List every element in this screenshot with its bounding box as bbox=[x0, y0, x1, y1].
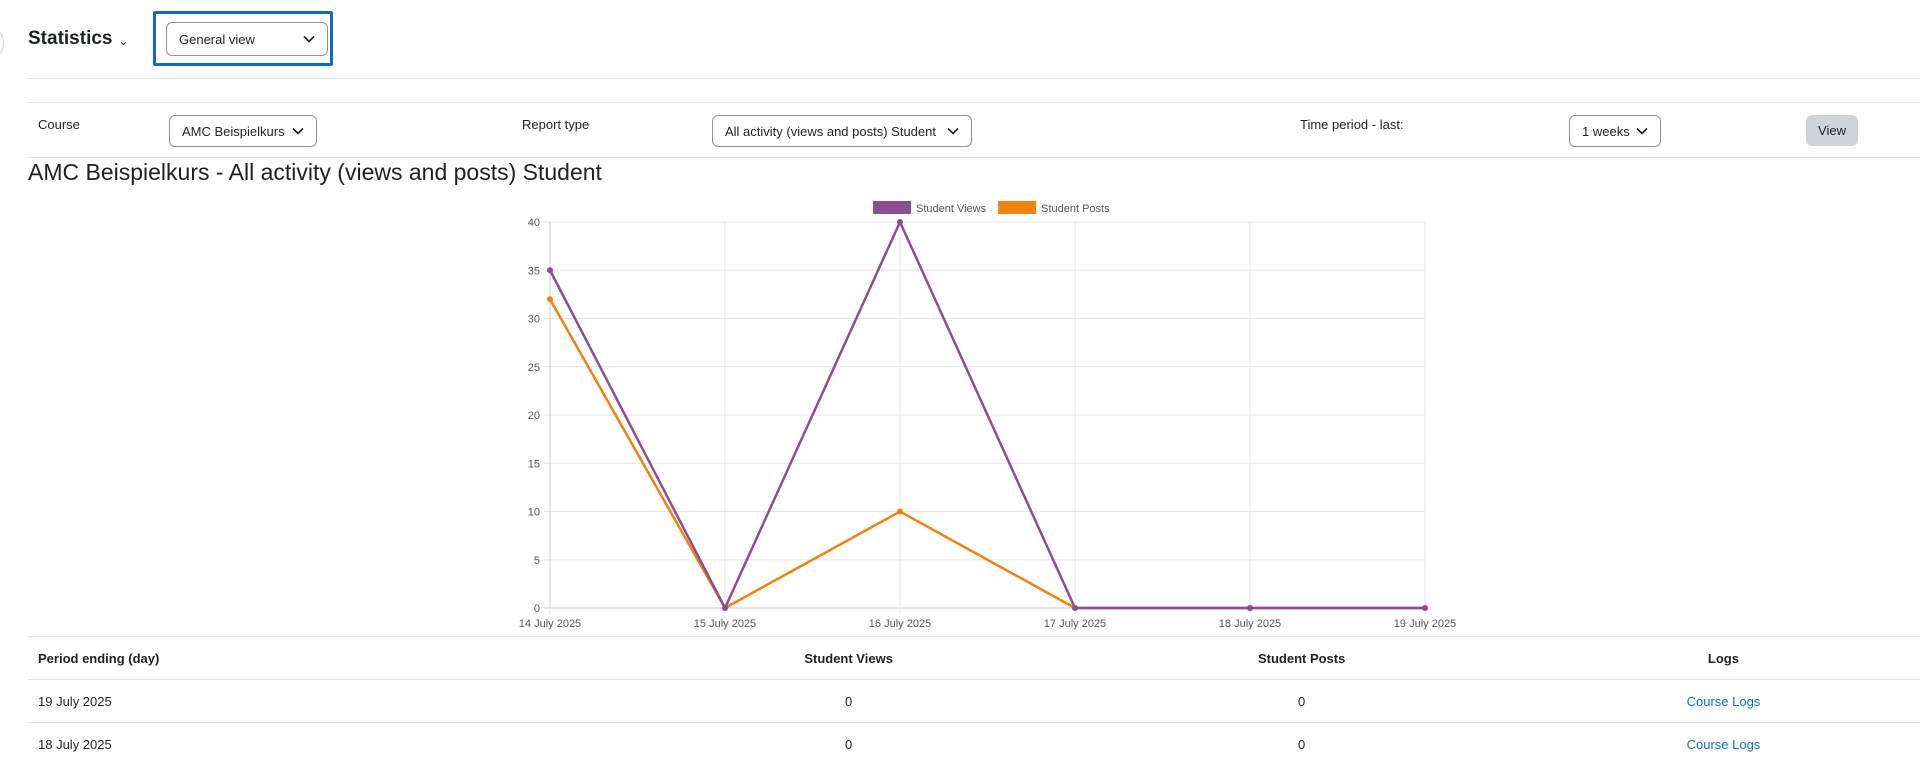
course-logs-link[interactable]: Course Logs bbox=[1686, 736, 1761, 752]
y-tick-label: 0 bbox=[534, 603, 540, 615]
y-tick-label: 20 bbox=[528, 410, 540, 422]
column-header-logs: Logs bbox=[1526, 636, 1920, 680]
table-row: 19 July 2025 0 0 Course Logs bbox=[28, 679, 1920, 723]
course-logs-link[interactable]: Course Logs bbox=[1686, 693, 1761, 709]
chevron-down-icon bbox=[292, 127, 304, 135]
series-line-views bbox=[548, 218, 1425, 611]
legend-label: Student Views bbox=[916, 203, 987, 215]
data-point-views bbox=[547, 267, 553, 274]
legend-label: Student Posts bbox=[1041, 203, 1110, 215]
legend-swatch bbox=[873, 201, 911, 214]
activity-chart: 0 5 10 15 20 25 30 35 40 14 July 2025 15 July 202… bbox=[519, 201, 1456, 630]
report-type-select[interactable]: All activity (views and posts) Student bbox=[712, 115, 972, 147]
views-cell: 0 bbox=[620, 679, 1077, 723]
y-tick-label: 30 bbox=[528, 314, 540, 326]
data-point-views bbox=[1247, 605, 1253, 611]
chart-series bbox=[547, 218, 1428, 611]
chart-grid bbox=[544, 221, 1426, 614]
x-tick-label: 19 July 2025 bbox=[1394, 618, 1456, 630]
x-tick-label: 17 July 2025 bbox=[1044, 618, 1106, 630]
series-line-posts bbox=[548, 298, 1425, 610]
stats-table: Period ending (day) Student Views Studen… bbox=[28, 636, 1920, 765]
column-header-posts: Student Posts bbox=[1076, 636, 1527, 680]
logs-cell: Course Logs bbox=[1526, 722, 1920, 765]
page-title: Statistics bbox=[28, 28, 113, 49]
y-tick-label: 15 bbox=[528, 458, 540, 470]
data-point-views bbox=[722, 605, 728, 611]
x-tick-label: 18 July 2025 bbox=[1219, 618, 1281, 630]
view-button[interactable]: View bbox=[1806, 115, 1858, 146]
course-select[interactable]: AMC Beispielkurs bbox=[169, 115, 317, 147]
period-cell: 19 July 2025 bbox=[28, 679, 621, 723]
view-select-value: General view bbox=[179, 31, 255, 47]
report-title: AMC Beispielkurs - All activity (views a… bbox=[28, 159, 602, 185]
posts-cell: 0 bbox=[1076, 722, 1527, 765]
time-period-select-value: 1 weeks bbox=[1582, 123, 1630, 139]
y-axis-ticks: 0 5 10 15 20 25 30 35 40 bbox=[528, 217, 540, 615]
views-cell: 0 bbox=[620, 722, 1077, 765]
course-label: Course bbox=[38, 117, 80, 132]
data-point-views bbox=[1072, 605, 1078, 611]
column-header-period: Period ending (day) bbox=[28, 636, 621, 680]
logs-cell: Course Logs bbox=[1526, 679, 1920, 723]
drawer-toggle[interactable] bbox=[0, 30, 4, 56]
focus-ring bbox=[153, 11, 333, 66]
data-point-views bbox=[1422, 605, 1428, 611]
divider bbox=[28, 102, 1920, 103]
y-tick-label: 25 bbox=[528, 362, 540, 374]
divider bbox=[28, 78, 1920, 79]
view-select[interactable]: General view bbox=[166, 22, 328, 56]
column-header-views: Student Views bbox=[620, 636, 1077, 680]
table-row: 18 July 2025 0 0 Course Logs bbox=[28, 722, 1920, 765]
chevron-down-icon: ⌄ bbox=[118, 34, 129, 48]
table-header-row: Period ending (day) Student Views Studen… bbox=[28, 636, 1920, 680]
chart-legend: Student Views Student Posts bbox=[873, 201, 1110, 215]
y-tick-label: 35 bbox=[528, 265, 540, 277]
data-point-posts bbox=[547, 296, 553, 303]
x-axis-ticks: 14 July 2025 15 July 2025 16 July 2025 17 J… bbox=[519, 618, 1456, 630]
x-tick-label: 16 July 2025 bbox=[869, 618, 931, 630]
chevron-down-icon bbox=[303, 35, 315, 43]
y-tick-label: 40 bbox=[528, 217, 540, 229]
legend-swatch bbox=[998, 201, 1037, 214]
data-point-views bbox=[897, 219, 903, 225]
data-point-posts bbox=[897, 508, 903, 515]
y-tick-label: 5 bbox=[534, 555, 540, 567]
x-tick-label: 14 July 2025 bbox=[519, 618, 581, 630]
report-type-select-value: All activity (views and posts) Student bbox=[725, 123, 936, 139]
page-title-menu[interactable]: Statistics ⌄ bbox=[28, 28, 129, 50]
time-period-label: Time period - last: bbox=[1300, 117, 1404, 132]
divider bbox=[28, 157, 1920, 158]
course-select-value: AMC Beispielkurs bbox=[182, 123, 285, 139]
period-cell: 18 July 2025 bbox=[28, 722, 621, 765]
chevron-down-icon bbox=[947, 127, 959, 135]
report-type-label: Report type bbox=[522, 117, 590, 132]
y-tick-label: 10 bbox=[528, 507, 540, 519]
time-period-select[interactable]: 1 weeks bbox=[1569, 115, 1661, 147]
x-tick-label: 15 July 2025 bbox=[694, 618, 756, 630]
posts-cell: 0 bbox=[1076, 679, 1527, 723]
chevron-down-icon bbox=[1636, 127, 1648, 135]
